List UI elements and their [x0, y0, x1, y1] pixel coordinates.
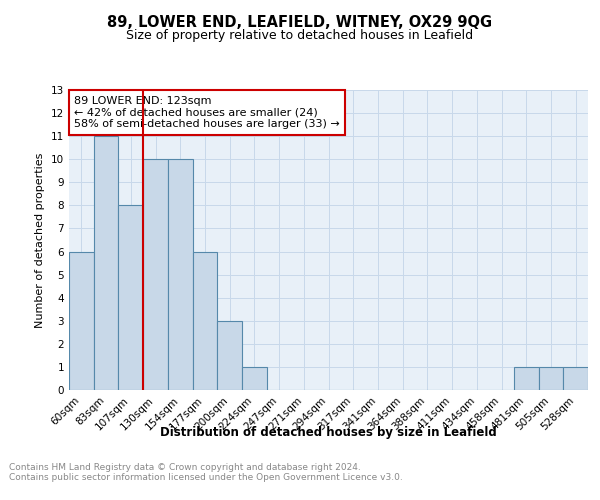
Bar — [143, 159, 168, 390]
Y-axis label: Number of detached properties: Number of detached properties — [35, 152, 46, 328]
Text: Distribution of detached houses by size in Leafield: Distribution of detached houses by size … — [160, 426, 497, 439]
Text: 89, LOWER END, LEAFIELD, WITNEY, OX29 9QG: 89, LOWER END, LEAFIELD, WITNEY, OX29 9Q… — [107, 15, 493, 30]
Bar — [94, 136, 118, 390]
Bar — [193, 252, 217, 390]
Bar — [514, 367, 539, 390]
Bar — [563, 367, 588, 390]
Bar — [242, 367, 267, 390]
Text: 89 LOWER END: 123sqm
← 42% of detached houses are smaller (24)
58% of semi-detac: 89 LOWER END: 123sqm ← 42% of detached h… — [74, 96, 340, 129]
Bar — [168, 159, 193, 390]
Bar — [118, 206, 143, 390]
Bar — [539, 367, 563, 390]
Text: Size of property relative to detached houses in Leafield: Size of property relative to detached ho… — [127, 28, 473, 42]
Bar — [69, 252, 94, 390]
Bar — [217, 321, 242, 390]
Text: Contains HM Land Registry data © Crown copyright and database right 2024.
Contai: Contains HM Land Registry data © Crown c… — [9, 463, 403, 482]
